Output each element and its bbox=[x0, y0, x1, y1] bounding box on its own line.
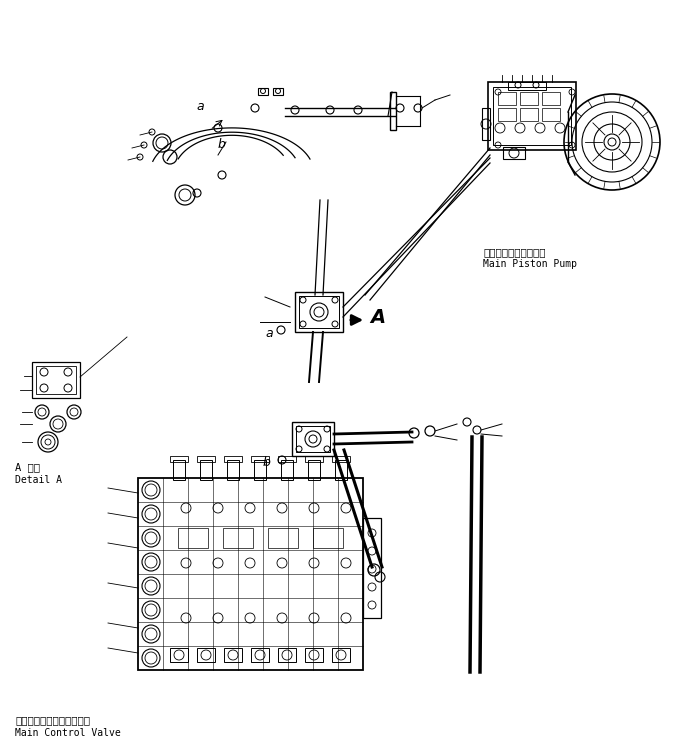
Bar bbox=[268, 528, 298, 548]
Bar bbox=[488, 82, 576, 150]
Bar bbox=[305, 456, 323, 462]
Bar bbox=[138, 478, 363, 670]
Bar bbox=[224, 648, 242, 662]
Bar bbox=[178, 528, 208, 548]
Bar bbox=[542, 108, 560, 121]
Bar bbox=[503, 147, 525, 159]
Bar bbox=[296, 426, 330, 452]
Bar bbox=[32, 362, 80, 398]
Bar bbox=[508, 82, 546, 90]
Bar bbox=[299, 296, 339, 328]
Bar bbox=[498, 108, 516, 121]
Bar bbox=[278, 648, 296, 662]
Bar bbox=[227, 460, 239, 480]
Bar bbox=[482, 108, 490, 140]
Text: A 詳細: A 詳細 bbox=[15, 462, 40, 472]
Text: a: a bbox=[196, 100, 204, 113]
Bar bbox=[273, 88, 283, 95]
Bar bbox=[305, 648, 323, 662]
Bar bbox=[254, 460, 266, 480]
Bar bbox=[197, 456, 215, 462]
Bar bbox=[251, 456, 269, 462]
Bar bbox=[258, 88, 268, 95]
Bar bbox=[308, 460, 320, 480]
Bar bbox=[520, 92, 538, 105]
Text: Main Piston Pump: Main Piston Pump bbox=[483, 259, 577, 269]
Bar bbox=[390, 92, 396, 130]
Text: b: b bbox=[263, 456, 271, 469]
Bar bbox=[363, 518, 381, 618]
Bar bbox=[493, 87, 571, 145]
Text: a: a bbox=[265, 327, 273, 340]
Bar bbox=[200, 460, 212, 480]
Bar bbox=[281, 460, 293, 480]
Bar bbox=[498, 92, 516, 105]
Bar bbox=[295, 292, 343, 332]
Text: b: b bbox=[218, 138, 226, 151]
Bar bbox=[36, 366, 76, 394]
Bar bbox=[170, 456, 188, 462]
Bar bbox=[335, 460, 347, 480]
Bar bbox=[332, 456, 350, 462]
Bar bbox=[173, 460, 185, 480]
Bar bbox=[542, 92, 560, 105]
Bar bbox=[251, 648, 269, 662]
Text: メインピストンポンプ: メインピストンポンプ bbox=[483, 247, 546, 257]
Bar bbox=[313, 528, 343, 548]
Bar bbox=[223, 528, 253, 548]
Bar bbox=[197, 648, 215, 662]
Text: メインコントロールバルブ: メインコントロールバルブ bbox=[15, 715, 90, 725]
Bar bbox=[520, 108, 538, 121]
Text: Detail A: Detail A bbox=[15, 475, 62, 485]
Bar bbox=[332, 648, 350, 662]
Text: A: A bbox=[370, 308, 385, 327]
Bar bbox=[170, 648, 188, 662]
Bar bbox=[224, 456, 242, 462]
Text: Main Control Valve: Main Control Valve bbox=[15, 728, 121, 738]
Bar bbox=[292, 422, 334, 456]
Bar bbox=[278, 456, 296, 462]
